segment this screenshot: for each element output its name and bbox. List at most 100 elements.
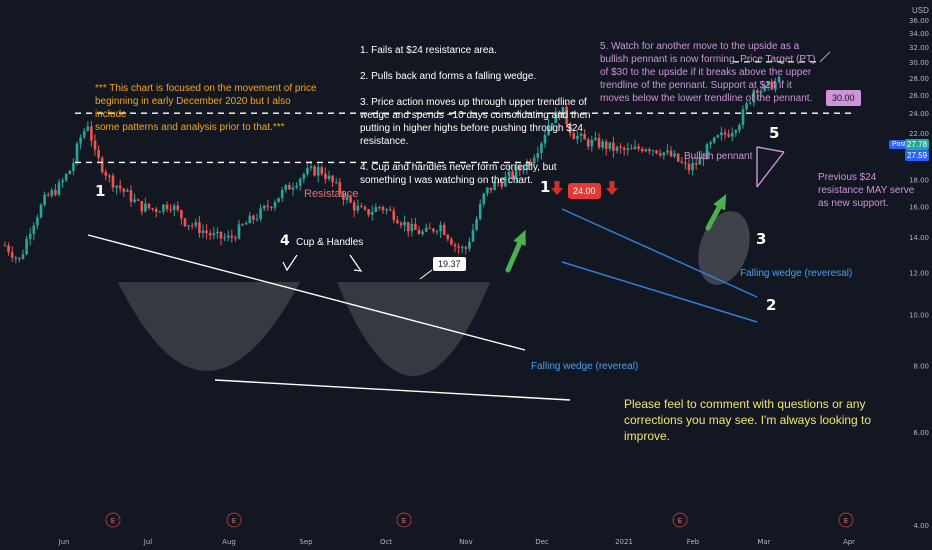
candle-body	[752, 90, 756, 103]
candle-body	[583, 133, 586, 140]
candle-body	[100, 157, 104, 172]
candle-body	[338, 181, 342, 194]
y-tick-label: 36.00	[909, 17, 929, 25]
candle-body	[241, 224, 244, 226]
candle-body	[655, 150, 658, 154]
earnings-marker-ring	[672, 512, 688, 528]
y-tick-label: 12.00	[909, 270, 929, 278]
candle-body	[118, 185, 122, 189]
candle-body	[565, 106, 568, 124]
candle-body	[10, 252, 14, 258]
falling-wedge-label-right: Falling wedge (reveresal)	[740, 268, 853, 279]
candle-body	[370, 211, 374, 215]
candle-body	[32, 225, 36, 234]
point-2: 2	[766, 296, 777, 314]
candle-body	[392, 210, 396, 221]
candle-body	[615, 146, 619, 151]
candle-body	[295, 185, 298, 188]
candle-body	[388, 209, 392, 211]
candle-body	[464, 247, 468, 249]
candle-body	[673, 153, 676, 157]
candle-body	[550, 123, 554, 126]
candle-body	[547, 125, 550, 136]
candle-body	[594, 137, 597, 140]
candle-body	[266, 205, 270, 208]
candle-body	[147, 203, 151, 209]
candle-body	[252, 215, 255, 220]
point-3: 3	[756, 230, 767, 248]
support-trendline	[214, 379, 571, 401]
candle-body	[525, 161, 529, 170]
axes-layer: 36.0034.0032.0030.0028.0026.0024.0022.00…	[58, 17, 929, 546]
candle-body	[226, 235, 230, 238]
candle-body	[21, 254, 25, 259]
candle-body	[522, 169, 525, 171]
candle-body	[518, 167, 522, 171]
candle-body	[669, 150, 673, 157]
y-tick-label: 24.00	[909, 110, 929, 118]
cup-arrow-right	[349, 254, 363, 272]
candle-body	[104, 171, 108, 176]
candle-body	[352, 202, 356, 211]
candle-body	[205, 230, 208, 233]
candle-body	[439, 224, 442, 232]
last-price-badge: 27.78	[905, 139, 930, 150]
y-tick-label: 6.00	[913, 429, 929, 437]
candle-body	[421, 231, 424, 235]
candle-body	[633, 146, 637, 150]
candle-body	[457, 246, 460, 248]
candle-body	[324, 173, 327, 180]
candle-body	[608, 142, 612, 150]
y-tick-label: 28.00	[909, 75, 929, 83]
x-tick-label: Apr	[843, 538, 855, 546]
candle-body	[529, 161, 532, 164]
bullish-pennant-label: Bullish pennant	[684, 151, 753, 162]
candle-body	[532, 157, 536, 164]
candle-body	[770, 81, 774, 90]
candle-body	[216, 231, 219, 234]
candle-body	[327, 175, 331, 180]
tag-19-37: 19.37	[433, 257, 466, 271]
candle-body	[219, 231, 223, 239]
candle-body	[298, 178, 302, 186]
candle-body	[648, 149, 651, 152]
candle-body	[414, 223, 417, 230]
candle-body	[320, 167, 324, 174]
candle-body	[640, 148, 644, 152]
candle-body	[162, 204, 165, 212]
wedge-lower-line	[561, 261, 758, 323]
candle-body	[86, 126, 90, 131]
descending-trendline	[87, 234, 526, 351]
candle-body	[687, 163, 691, 171]
earnings-marker-label: E	[844, 517, 848, 525]
candle-body	[684, 162, 687, 164]
candle-body	[486, 187, 489, 194]
candle-body	[435, 231, 439, 233]
candle-body	[543, 135, 547, 144]
candle-body	[504, 176, 507, 187]
candle-body	[694, 163, 698, 165]
candle-body	[630, 148, 633, 150]
candle-body	[554, 111, 558, 124]
candle-body	[313, 166, 316, 176]
post-price-badge: 27.59	[905, 150, 930, 161]
candle-body	[489, 187, 493, 191]
candle-body	[122, 188, 126, 192]
candle-body	[115, 185, 118, 188]
candle-body	[432, 228, 435, 232]
intro-note: *** This chart is focused on the movemen…	[95, 83, 317, 133]
candle-body	[748, 102, 752, 104]
falling-wedge-label-left: Falling wedge (revereal)	[531, 361, 639, 372]
candle-body	[601, 141, 604, 148]
candle-body	[97, 149, 100, 158]
candle-body	[237, 224, 241, 239]
earnings-marker-ring	[105, 512, 121, 528]
wedge-upper-line	[561, 208, 758, 298]
earnings-marker-label: E	[111, 517, 115, 525]
currency-label: USD	[912, 6, 929, 15]
candle-body	[424, 227, 428, 232]
candle-body	[698, 157, 702, 165]
pennant-lower-line	[756, 151, 785, 188]
candle-body	[756, 90, 759, 94]
